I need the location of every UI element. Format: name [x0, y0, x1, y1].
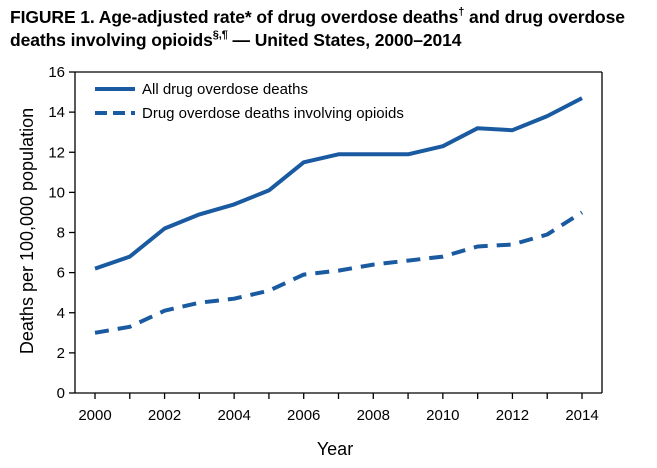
- chart-title-part1: FIGURE 1. Age-adjusted rate* of drug ove…: [10, 7, 459, 27]
- y-tick-label: 2: [57, 345, 65, 362]
- legend-label-opioids: Drug overdose deaths involving opioids: [142, 105, 404, 122]
- series-line-all-drug-overdose: [94, 96, 583, 271]
- x-tick-label: 2000: [78, 407, 111, 424]
- y-tick-label: 16: [48, 64, 65, 81]
- x-tick-label: 2006: [287, 407, 320, 424]
- x-tick-label: 2012: [496, 407, 529, 424]
- y-tick-label: 4: [57, 305, 65, 322]
- title-footnote-mark-1: †: [458, 6, 465, 19]
- x-tick-label: 2014: [565, 407, 598, 424]
- x-tick-label: 2004: [217, 407, 250, 424]
- y-tick-label: 0: [57, 385, 65, 402]
- x-axis-title: Year: [317, 439, 353, 459]
- legend: All drug overdose deaths Drug overdose de…: [95, 81, 404, 122]
- title-footnote-mark-2: §,¶: [212, 29, 228, 42]
- chart-title-part2: and drug overdose deaths involving opioi…: [10, 7, 625, 50]
- x-tick-label: 2002: [148, 407, 181, 424]
- axes: 0 2 4 6 8 10 12 14 16 2000 2002 2004 2006 2008 2010 201…: [48, 64, 603, 424]
- chart-title-part3: — United States, 2000–2014: [227, 30, 462, 50]
- x-tick-label: 2010: [426, 407, 459, 424]
- series-line-opioids: [94, 210, 584, 335]
- y-tick-label: 6: [57, 265, 65, 282]
- chart-title: FIGURE 1. Age-adjusted rate* of drug ove…: [10, 6, 650, 52]
- series-layer: [94, 96, 584, 335]
- y-tick-label: 14: [48, 104, 65, 121]
- y-tick-label: 10: [48, 184, 65, 201]
- legend-label-all-drug-overdose: All drug overdose deaths: [142, 81, 308, 98]
- y-axis-title: Deaths per 100,000 population: [17, 108, 37, 354]
- x-tick-label: 2008: [357, 407, 390, 424]
- y-tick-label: 12: [48, 144, 65, 161]
- y-tick-label: 8: [57, 225, 65, 242]
